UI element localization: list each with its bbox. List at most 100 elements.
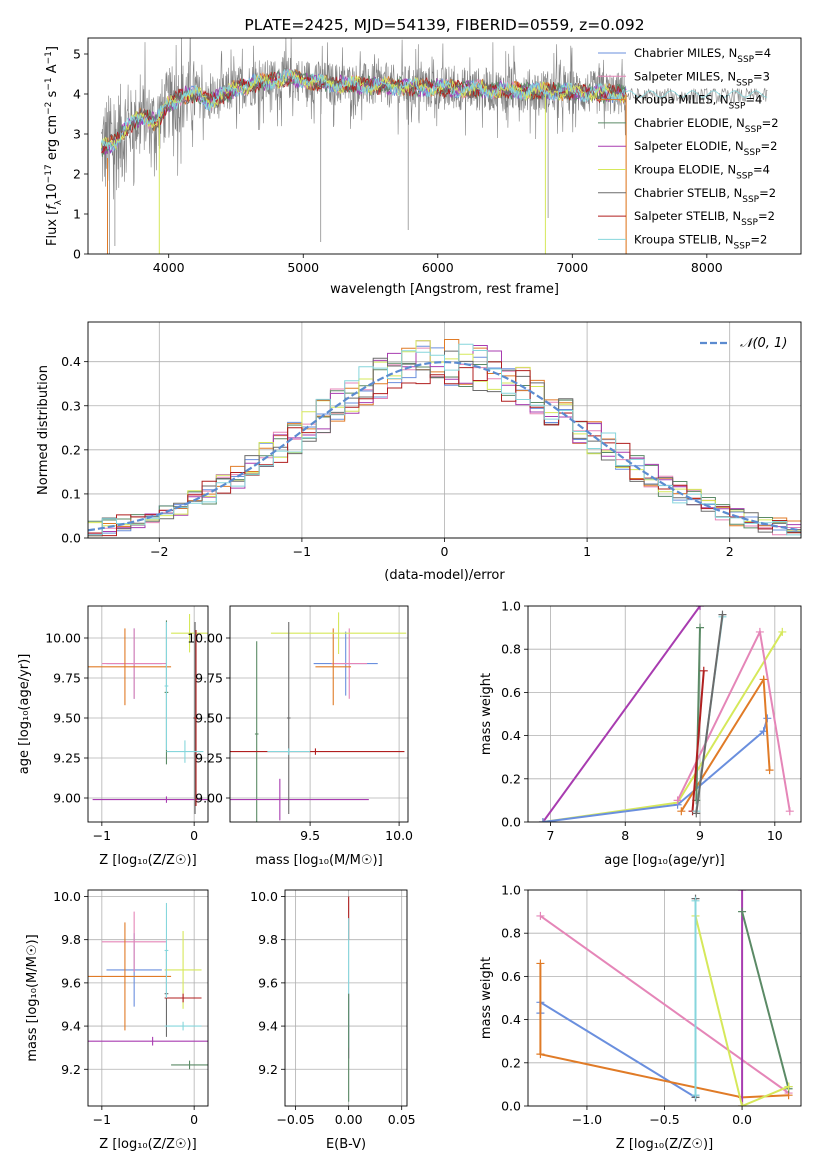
x-tick-label: 8000 [691, 260, 723, 275]
axes-residuals: −2 −1 0 1 2 0.0 0.1 0.2 0.3 0.4 (data-model)/error… [36, 321, 802, 583]
y-tick-label: 0 [73, 247, 81, 262]
x-tick-label: −1 [293, 544, 311, 559]
x-axis-label: E(B-V) [326, 1137, 366, 1152]
weight-marker [738, 890, 747, 894]
y-tick-label: 0.0 [501, 815, 521, 830]
y-tick-label: 0.1 [61, 486, 81, 501]
y-tick-label: 5 [73, 47, 81, 62]
legend: Chabrier MILES, NSSP=4 Salpeter MILES, NS… [598, 46, 779, 251]
weight-line [694, 915, 789, 1106]
weight-marker [692, 809, 701, 818]
x-axis-label: Z [log₁₀(Z/Z☉)] [99, 1137, 196, 1152]
legend-entry: 𝒩(0, 1) [740, 336, 787, 351]
y-tick-label: 2 [73, 167, 81, 182]
y-tick-label: 9.75 [53, 671, 81, 686]
weight-marker [738, 907, 747, 916]
y-tick-label: 0.8 [501, 926, 521, 941]
y-tick-label: 0.3 [61, 398, 81, 413]
y-tick-label: 10.00 [187, 631, 223, 646]
y-axis-label: mass weight [479, 673, 494, 755]
x-tick-label: −1.0 [572, 1112, 602, 1127]
x-tick-label: 7000 [556, 260, 588, 275]
weight-marker [778, 627, 787, 636]
x-tick-label: 1 [583, 544, 591, 559]
legend-entry: Salpeter MILES, NSSP=3 [634, 69, 770, 88]
x-tick-label: −1 [93, 1112, 111, 1127]
axes-frame [229, 605, 409, 823]
y-tick-label: 9.6 [61, 975, 81, 990]
legend-entry: Salpeter STELIB, NSSP=2 [634, 209, 775, 228]
weight-line [539, 915, 790, 1094]
x-axis-label: Z [log₁₀(Z/Z☉)] [99, 853, 196, 868]
histogram-step [88, 361, 801, 537]
y-axis-label: Flux [fλ10−17 erg cm−2 s−1 A−1] [44, 46, 64, 246]
errorbar-plot [230, 612, 407, 822]
x-tick-label: 0 [441, 544, 449, 559]
legend-entry: Chabrier ELODIE, NSSP=2 [634, 116, 779, 135]
y-tick-label: 9.6 [258, 975, 278, 990]
y-tick-label: 0.2 [61, 442, 81, 457]
y-axis-label: mass [log₁₀(M/M☉)] [25, 934, 40, 1061]
x-tick-label: 0.00 [335, 1112, 363, 1127]
x-axis-label: mass [log₁₀(M/M☉)] [255, 853, 382, 868]
spectrum-model-tail [625, 90, 768, 98]
axes-spectrum: 4000 5000 6000 7000 8000 0 1 2 3 4 5 PLATE=2425, MJ… [44, 16, 802, 297]
x-tick-label: 0.05 [388, 1112, 416, 1127]
weight-line [695, 627, 701, 801]
x-tick-label: 0 [190, 828, 198, 843]
axes-age-vs-mass: 9.5 10.0 9.00 9.25 9.50 9.75 10.00 mass [log₁₀(… [187, 605, 413, 868]
axes-age-vs-Z: −1 0 9.00 9.25 9.50 9.75 10.00 Z [log₁₀(Z/Z☉)] a… [17, 605, 209, 868]
y-tick-label: 0.8 [501, 642, 521, 657]
weight-marker [738, 1102, 747, 1106]
weight-marker [699, 666, 708, 675]
x-tick-label: −0.5 [649, 1112, 679, 1127]
axes-mass-weight-vs-age: 7 8 9 10 0.0 0.2 0.4 0.6 0.8 1.0 age [log₁₀(age/yr… [479, 599, 802, 868]
spectrum-plot [101, 38, 768, 254]
weight-marker [691, 1091, 700, 1100]
y-tick-label: 1.0 [501, 599, 521, 614]
y-tick-label: 0.4 [501, 728, 521, 743]
y-axis-label: Normed distribution [36, 365, 51, 495]
weight-marker [677, 807, 686, 816]
axes-frame [527, 605, 802, 823]
x-tick-label: 10.0 [385, 828, 413, 843]
line-plot [538, 606, 794, 822]
y-tick-label: 9.8 [258, 932, 278, 947]
y-tick-label: 9.2 [61, 1062, 81, 1077]
legend-entry: Kroupa MILES, NSSP=4 [634, 93, 762, 112]
x-tick-label: 7 [546, 828, 554, 843]
weight-marker [718, 610, 727, 619]
y-tick-label: 10.0 [250, 889, 278, 904]
y-tick-label: 4 [73, 87, 81, 102]
y-tick-label: 0.2 [501, 1055, 521, 1070]
y-tick-label: 0.6 [501, 969, 521, 984]
histogram-plot [88, 339, 801, 537]
legend-entry: Kroupa STELIB, NSSP=2 [634, 232, 767, 251]
x-tick-label: 8 [621, 828, 629, 843]
weight-marker [536, 911, 545, 920]
weight-line [695, 614, 724, 814]
errorbar-plot [88, 902, 208, 1070]
y-tick-label: 1 [73, 207, 81, 222]
axes-frame [87, 605, 209, 823]
weight-marker [785, 807, 794, 816]
weight-marker [673, 796, 682, 805]
y-tick-label: 0.6 [501, 685, 521, 700]
axes-frame [527, 889, 802, 1107]
y-tick-label: 0.4 [501, 1012, 521, 1027]
y-tick-label: 0.2 [501, 771, 521, 786]
y-tick-label: 9.2 [258, 1062, 278, 1077]
y-tick-label: 9.25 [53, 751, 81, 766]
x-tick-label: 0.0 [732, 1112, 752, 1127]
x-tick-label: 5000 [287, 260, 319, 275]
axes-mass-vs-EBV: −0.05 0.00 0.05 9.2 9.4 9.6 9.8 10.0 E(B-V) [250, 889, 415, 1152]
weight-marker [696, 606, 705, 610]
y-tick-label: 9.50 [53, 711, 81, 726]
x-tick-label: 9.5 [300, 828, 320, 843]
y-tick-label: 9.00 [195, 791, 223, 806]
x-tick-label: 9 [696, 828, 704, 843]
x-tick-label: −0.05 [276, 1112, 314, 1127]
y-tick-label: 3 [73, 127, 81, 142]
y-tick-label: 9.25 [195, 751, 223, 766]
